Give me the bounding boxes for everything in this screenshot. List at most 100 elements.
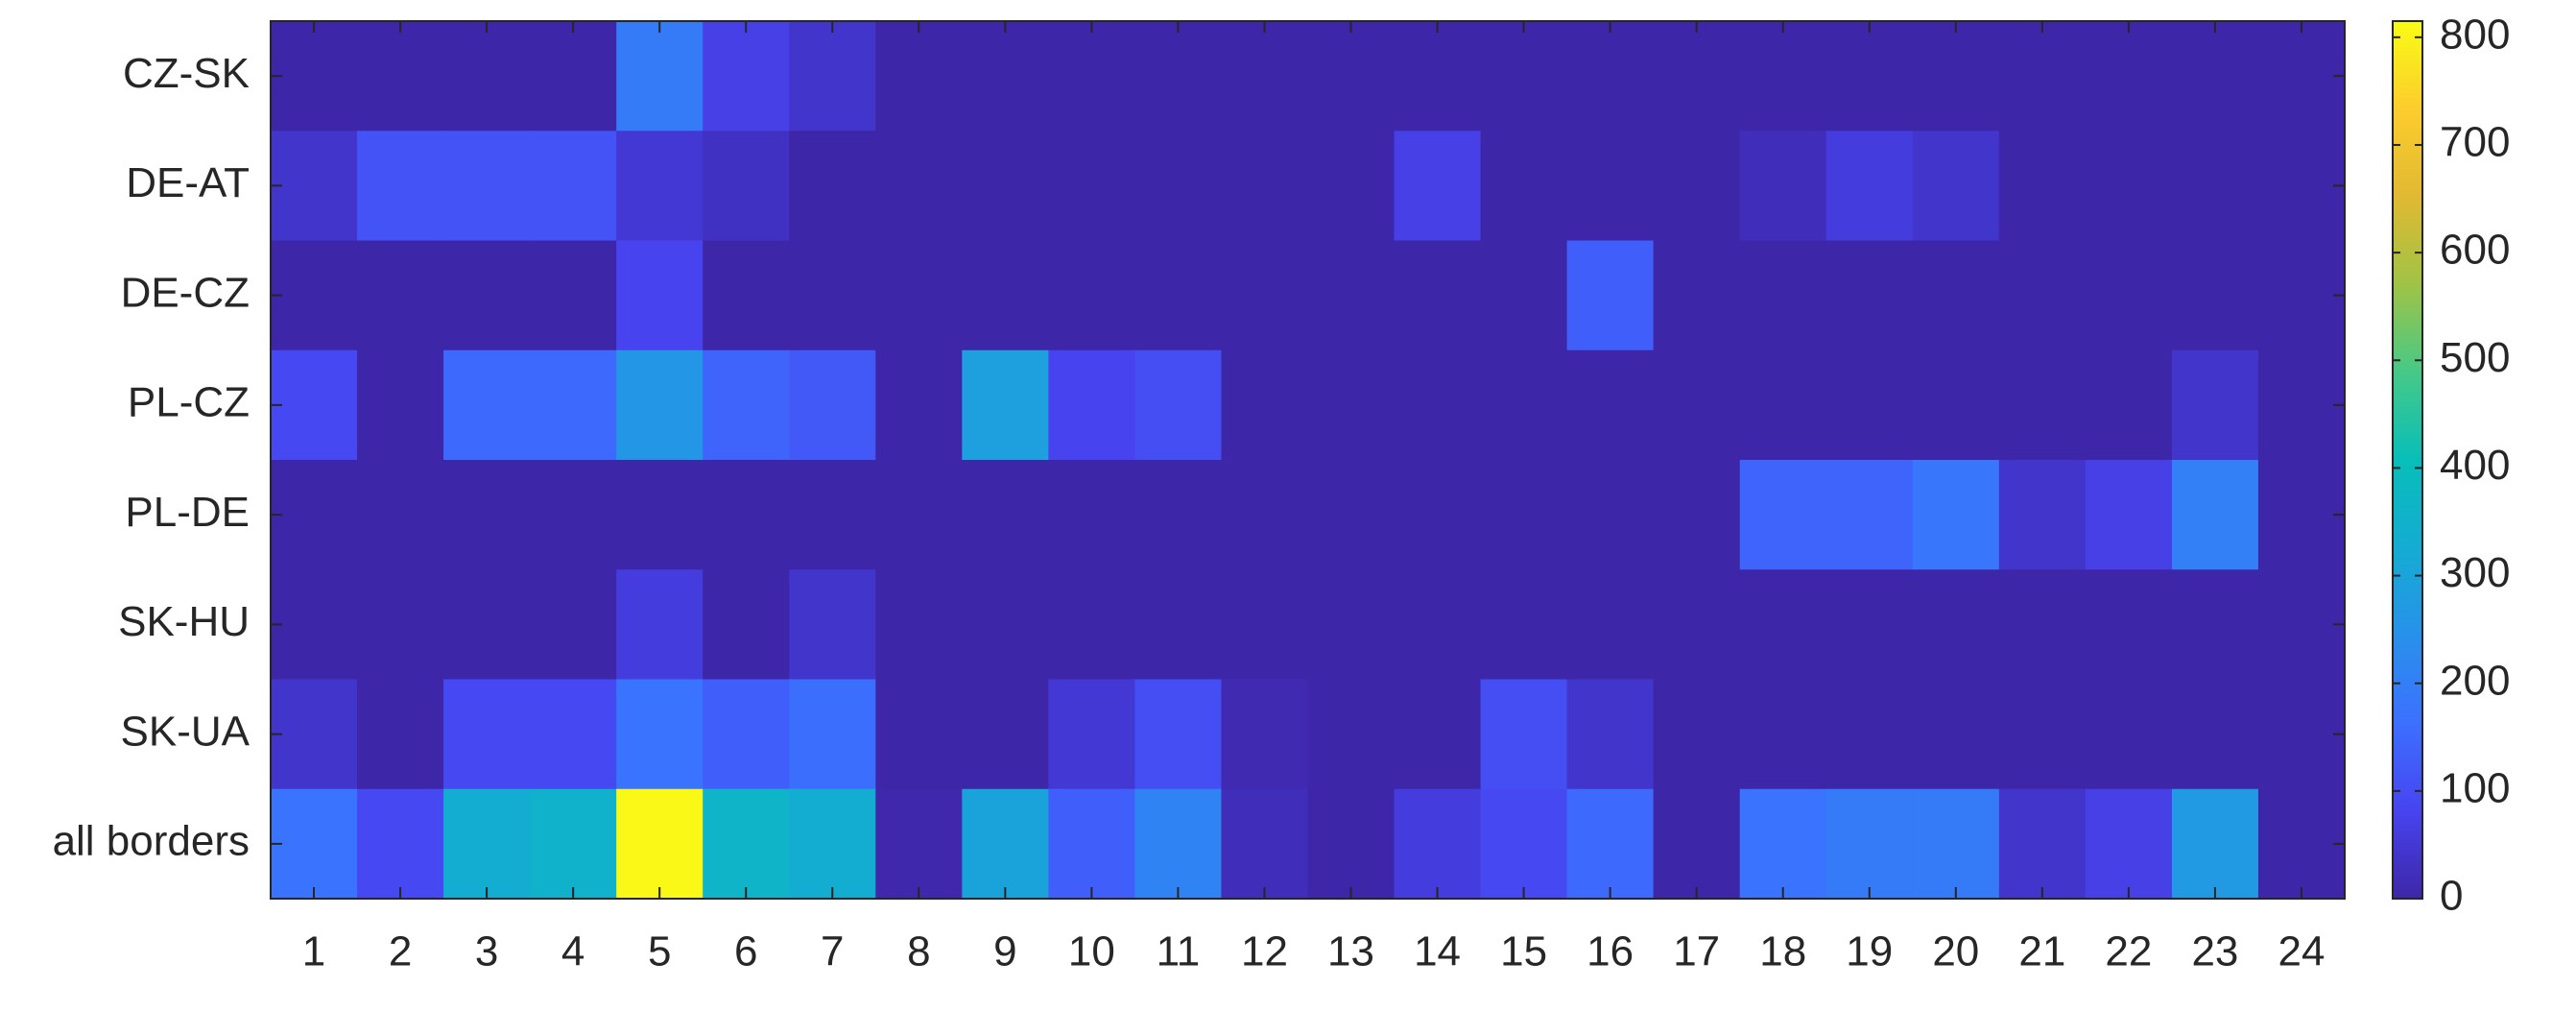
- x-tick-label: 10: [1068, 928, 1115, 975]
- heatmap-cell: [962, 569, 1049, 680]
- heatmap-cell: [962, 679, 1049, 790]
- colorbar-tick-label: 600: [2440, 227, 2510, 274]
- heatmap-cell: [1134, 349, 1222, 461]
- heatmap-cell: [789, 349, 876, 461]
- heatmap-cell: [357, 131, 444, 241]
- heatmap-cell: [789, 131, 876, 241]
- heatmap-cell: [530, 460, 617, 570]
- heatmap-cell: [1566, 349, 1655, 461]
- heatmap-cell: [271, 349, 358, 461]
- heatmap-cell: [1221, 240, 1308, 351]
- heatmap-cell: [443, 349, 531, 461]
- heatmap-cell: [703, 679, 790, 790]
- heatmap-cell: [703, 240, 790, 351]
- heatmap-cell: [2171, 349, 2259, 461]
- heatmap-cell: [2085, 349, 2173, 461]
- colorbar-tick-label: 800: [2440, 11, 2510, 58]
- heatmap-cell: [1307, 240, 1395, 351]
- heatmap-cell: [1825, 240, 1914, 351]
- heatmap-cell: [530, 569, 617, 680]
- heatmap-cell: [1134, 240, 1222, 351]
- heatmap-cell: [789, 788, 876, 900]
- heatmap-cell: [1566, 240, 1655, 351]
- heatmap-cell: [1998, 131, 2087, 241]
- heatmap-cell: [616, 240, 704, 351]
- heatmap-cell: [1221, 679, 1308, 790]
- heatmap-cell: [1221, 21, 1308, 132]
- y-tick-label: PL-CZ: [128, 379, 250, 426]
- heatmap-cell: [1307, 679, 1395, 790]
- heatmap-cell: [1221, 569, 1308, 680]
- heatmap-cell: [1566, 679, 1655, 790]
- heatmap-cell: [2257, 569, 2346, 680]
- heatmap-cell: [443, 21, 531, 132]
- heatmap-cell: [1307, 131, 1395, 241]
- x-tick-label: 17: [1673, 928, 1720, 975]
- heatmap-cell: [1221, 131, 1308, 241]
- heatmap-cell: [1480, 679, 1568, 790]
- plot-frame: [270, 20, 2346, 900]
- heatmap-cell: [1653, 460, 1741, 570]
- heatmap-cell: [357, 788, 444, 900]
- y-tick-label: DE-AT: [126, 159, 250, 206]
- x-tick-label: 16: [1586, 928, 1634, 975]
- x-tick-label: 21: [2018, 928, 2065, 975]
- colorbar: [2392, 20, 2423, 900]
- x-tick-label: 14: [1414, 928, 1461, 975]
- heatmap-cell: [1048, 131, 1135, 241]
- heatmap-cell: [1566, 788, 1655, 900]
- heatmap-cell: [789, 240, 876, 351]
- x-tick-label: 12: [1241, 928, 1288, 975]
- heatmap-cell: [962, 240, 1049, 351]
- heatmap-cell: [1307, 460, 1395, 570]
- heatmap-cell: [1307, 569, 1395, 680]
- heatmap-cell: [1912, 460, 2000, 570]
- heatmap-cell: [1394, 679, 1482, 790]
- heatmap-cell: [357, 349, 444, 461]
- heatmap-cell: [875, 240, 963, 351]
- heatmap-cells: [271, 21, 2346, 900]
- heatmap-cell: [962, 131, 1049, 241]
- heatmap-cell: [1048, 240, 1135, 351]
- heatmap-cell: [1048, 460, 1135, 570]
- heatmap-cell: [1394, 569, 1482, 680]
- heatmap-cell: [271, 131, 358, 241]
- heatmap-cell: [357, 460, 444, 570]
- heatmap-cell: [2257, 21, 2346, 132]
- heatmap-cell: [2085, 788, 2173, 900]
- heatmap-cell: [1912, 240, 2000, 351]
- heatmap-cell: [443, 131, 531, 241]
- heatmap-cell: [703, 131, 790, 241]
- heatmap-cell: [1912, 131, 2000, 241]
- heatmap-cell: [703, 21, 790, 132]
- heatmap-cell: [1134, 131, 1222, 241]
- heatmap-cell: [1739, 679, 1827, 790]
- x-tick-label: 22: [2105, 928, 2152, 975]
- heatmap-cell: [1480, 131, 1568, 241]
- heatmap-cell: [1566, 460, 1655, 570]
- heatmap-cell: [1566, 21, 1655, 132]
- x-tick-label: 13: [1327, 928, 1374, 975]
- heatmap-cell: [1998, 679, 2087, 790]
- heatmap-cell: [1394, 460, 1482, 570]
- colorbar-tick-label: 400: [2440, 442, 2510, 489]
- x-tick-label: 7: [821, 928, 844, 975]
- heatmap-cell: [962, 21, 1049, 132]
- x-tick-label: 20: [1932, 928, 1979, 975]
- heatmap-cell: [789, 21, 876, 132]
- x-tick-label: 23: [2191, 928, 2238, 975]
- heatmap-cell: [1566, 569, 1655, 680]
- heatmap-cell: [1566, 131, 1655, 241]
- heatmap-cell: [1221, 788, 1308, 900]
- heatmap-cell: [1048, 569, 1135, 680]
- y-tick-label: SK-HU: [118, 598, 250, 645]
- heatmap-cell: [443, 788, 531, 900]
- heatmap-cell: [1998, 21, 2087, 132]
- heatmap-cell: [1134, 679, 1222, 790]
- heatmap-cell: [271, 240, 358, 351]
- heatmap-cell: [616, 460, 704, 570]
- heatmap-cell: [1653, 788, 1741, 900]
- heatmap-cell: [1653, 21, 1741, 132]
- heatmap-cell: [703, 460, 790, 570]
- heatmap-cell: [271, 21, 358, 132]
